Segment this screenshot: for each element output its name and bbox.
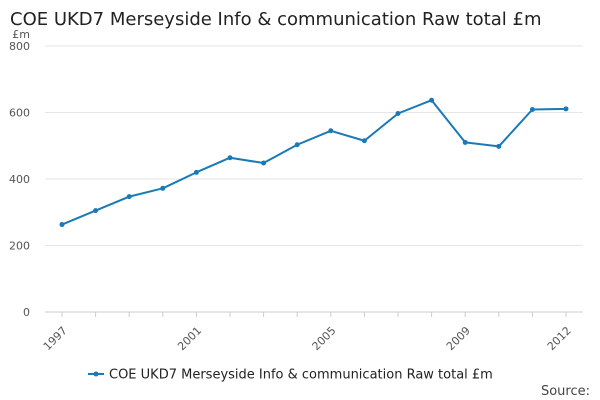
data-point[interactable] [361, 138, 367, 144]
data-point[interactable] [563, 106, 569, 112]
y-tick-label: 600 [9, 107, 30, 120]
series-line [61, 99, 567, 226]
data-point[interactable] [93, 208, 99, 214]
x-tick-label: 2005 [310, 324, 339, 353]
data-point[interactable] [126, 194, 132, 200]
y-tick-label: 200 [9, 240, 30, 253]
data-point[interactable] [261, 160, 267, 166]
x-tick-label: 2009 [444, 324, 473, 353]
data-point[interactable] [429, 97, 435, 103]
series-layer [59, 97, 569, 228]
y-tick-label: 800 [9, 40, 30, 53]
axes: 0 200 400 600 800£m 1997 2001 2005 2009 2012 [9, 28, 574, 353]
data-point[interactable] [294, 142, 300, 148]
data-point[interactable] [496, 143, 502, 149]
x-tick-label: 2001 [175, 324, 204, 353]
data-point[interactable] [193, 169, 199, 175]
grid-lines [45, 45, 583, 313]
legend-swatch-marker [93, 371, 99, 377]
source-label: Source: [541, 384, 590, 399]
legend-label[interactable]: COE UKD7 Merseyside Info & communication… [109, 368, 493, 383]
data-point[interactable] [328, 128, 334, 134]
x-tick-label: 2012 [545, 324, 574, 353]
legend: COE UKD7 Merseyside Info & communication… [88, 368, 590, 399]
data-point[interactable] [59, 222, 65, 228]
y-tick-label: 0 [23, 306, 30, 319]
data-point[interactable] [395, 110, 401, 116]
data-point[interactable] [462, 139, 468, 145]
chart-title: COE UKD7 Merseyside Info & communication… [10, 9, 542, 30]
y-axis-unit-label: £m [12, 28, 30, 41]
x-tick-label: 1997 [41, 324, 70, 353]
data-point[interactable] [529, 107, 535, 113]
data-point[interactable] [227, 155, 233, 161]
y-tick-label: 400 [9, 173, 30, 186]
data-point[interactable] [160, 185, 166, 191]
